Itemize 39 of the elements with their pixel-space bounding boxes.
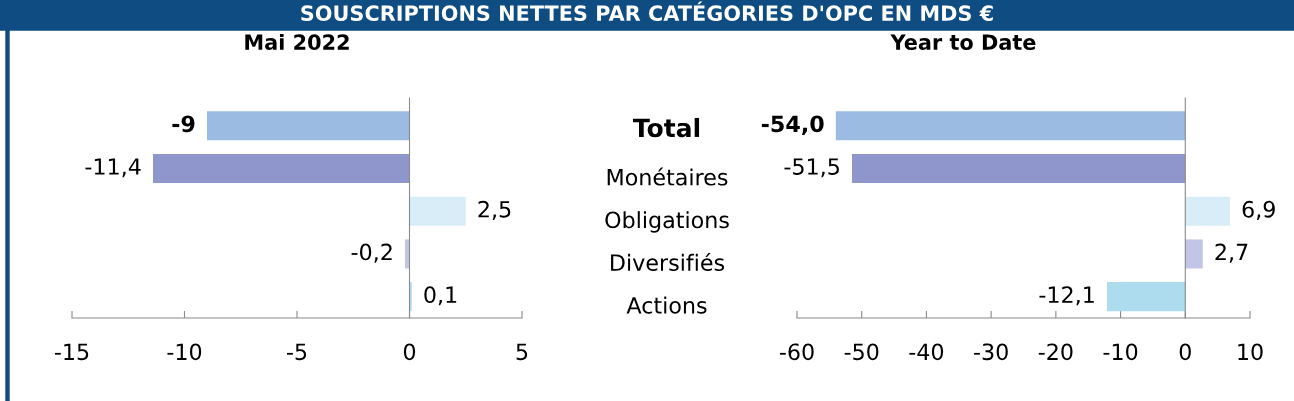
data-label: 0,1 — [424, 286, 457, 306]
x-tick-label: -50 — [844, 343, 879, 361]
y-tick-label: Actions — [626, 296, 707, 314]
data-label: 2,5 — [478, 200, 511, 220]
text: SOUSCRIPTIONS NETTES PAR CATÉGORIES D'OPC EN MDS € — [301, 1, 993, 22]
data-label: 2,7 — [1215, 243, 1248, 263]
x-tick-label: -5 — [287, 343, 307, 361]
data-label: 6,9 — [1242, 200, 1275, 220]
x-tick-label: 0 — [1179, 343, 1191, 361]
data-label: -12,1 — [1039, 286, 1094, 306]
data-label: -54,0 — [761, 115, 824, 136]
bar — [153, 153, 410, 184]
bar — [1185, 196, 1230, 226]
x-tick-label: 0 — [403, 343, 416, 361]
data-label: -51,5 — [784, 158, 839, 178]
chart-title: Mai 2022 — [245, 33, 349, 51]
data-label: -0,2 — [351, 243, 392, 263]
chart-title: Year to Date — [890, 34, 1036, 51]
x-tick-label: -10 — [1103, 343, 1138, 361]
x-tick-label: -30 — [974, 343, 1008, 361]
x-tick-label: -60 — [779, 343, 814, 361]
bar — [207, 111, 410, 141]
y-tick-label: Diversifiés — [611, 252, 725, 272]
bar — [409, 196, 466, 226]
x-tick-label: -20 — [1038, 343, 1073, 361]
data-label: -11,4 — [85, 158, 141, 178]
y-tick-label: Obligations — [605, 211, 729, 233]
data-label: -9 — [172, 115, 195, 133]
bar — [1106, 282, 1186, 312]
x-tick-label: 5 — [516, 343, 528, 361]
x-tick-label: -40 — [909, 343, 944, 361]
bar — [852, 153, 1186, 184]
y-tick-label: Total — [632, 117, 700, 138]
x-tick-label: -15 — [54, 343, 89, 361]
y-tick-label: Monétaires — [607, 167, 728, 186]
x-tick-label: 10 — [1238, 343, 1263, 361]
x-tick-label: -10 — [167, 343, 202, 361]
bar — [835, 111, 1186, 141]
bar — [1185, 239, 1203, 269]
